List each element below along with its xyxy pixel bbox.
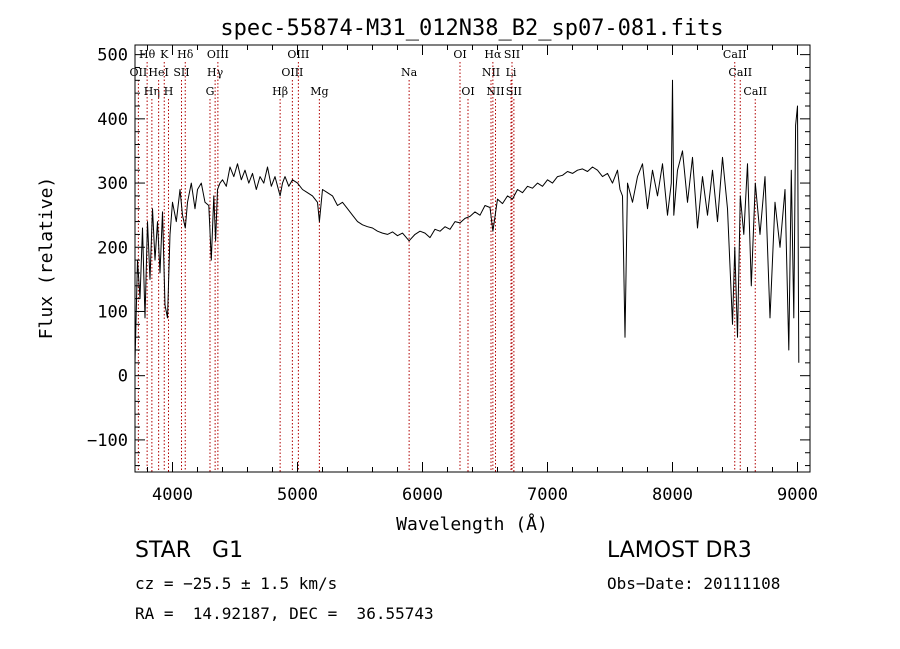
spectral-line-label: Hθ	[139, 48, 156, 61]
spectral-line-label: Hβ	[272, 85, 288, 98]
x-tick-label: 8000	[652, 485, 693, 505]
y-axis-label: Flux (relative)	[36, 177, 57, 340]
spectral-line-label: CaII	[743, 85, 767, 98]
y-tick-label: 200	[97, 238, 128, 258]
spectral-line-label: OI	[453, 48, 466, 61]
spectral-line-label: Li	[506, 66, 517, 79]
redshift-velocity: cz = −25.5 ± 1.5 km/s	[135, 574, 338, 593]
coordinates: RA = 14.92187, DEC = 36.55743	[135, 604, 434, 623]
spectral-line-label: OI	[461, 85, 474, 98]
spectral-line-label: OII	[130, 66, 148, 79]
spectral-line-label: SII	[504, 48, 520, 61]
spectral-line-label: NII	[482, 66, 500, 79]
spectrum-line	[134, 79, 800, 363]
spectral-line-label: Hδ	[177, 48, 194, 61]
spectral-line-label: CaII	[728, 66, 752, 79]
spectral-line-label: NII	[486, 85, 504, 98]
y-tick-label: 0	[118, 367, 128, 387]
spectral-line-label: CaII	[723, 48, 747, 61]
x-tick-label: 6000	[402, 485, 443, 505]
y-tick-label: 100	[97, 302, 128, 322]
spectral-line-label: Hα	[484, 48, 502, 61]
spectral-line-label: Na	[401, 66, 418, 79]
observation-date: Obs−Date: 20111108	[607, 574, 781, 593]
chart-title: spec-55874-M31_012N38_B2_sp07-081.fits	[220, 16, 723, 41]
survey-name: LAMOST DR3	[607, 538, 752, 563]
spectral-line-label: H	[164, 85, 174, 98]
spectral-line-label: OIII	[281, 66, 303, 79]
y-tick-label: 300	[97, 174, 128, 194]
y-tick-label: −100	[87, 431, 128, 451]
spectral-line-label: OIII	[207, 48, 229, 61]
spectral-line-label: SII	[173, 66, 189, 79]
spectral-line-label: G	[206, 85, 215, 98]
y-tick-label: 500	[97, 46, 128, 66]
spectral-line-label: OIII	[287, 48, 309, 61]
x-tick-label: 4000	[152, 485, 193, 505]
spectral-line-label: HeI	[148, 66, 168, 79]
x-tick-label: 7000	[527, 485, 568, 505]
spectral-line-label: Hγ	[207, 66, 224, 79]
spectral-line-label: Mg	[310, 85, 328, 98]
classification: STAR G1	[135, 538, 243, 563]
object-class: STAR	[135, 538, 192, 563]
spectral-line-label: K	[160, 48, 169, 61]
y-tick-label: 400	[97, 110, 128, 130]
x-tick-label: 5000	[277, 485, 318, 505]
spectral-line-label: SII	[506, 85, 522, 98]
object-subclass: G1	[212, 538, 244, 563]
spectral-line-label: Hη	[144, 85, 160, 98]
plot-frame	[134, 44, 811, 473]
x-axis-label: Wavelength (Å)	[396, 513, 548, 535]
x-tick-label: 9000	[777, 485, 818, 505]
